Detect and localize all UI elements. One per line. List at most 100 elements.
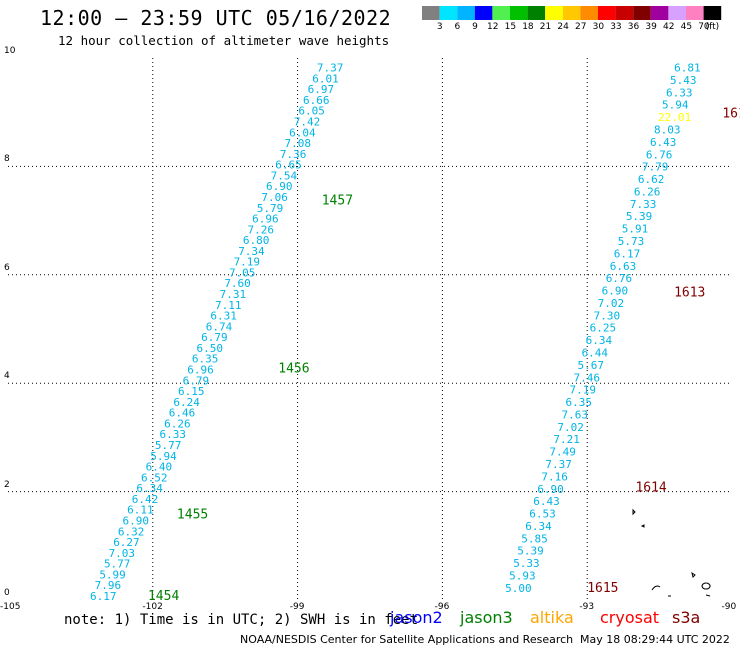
color-bar-label: 27 xyxy=(575,22,587,32)
wave-height-label: 6.62 xyxy=(638,173,665,186)
y-tick-label: 6 xyxy=(4,262,10,273)
wave-height-label: 5.77 xyxy=(104,558,131,571)
x-tick-label: -99 xyxy=(289,602,305,612)
wave-height-label: 7.36 xyxy=(280,148,307,161)
color-bar-label: 6 xyxy=(454,22,461,32)
wave-height-label: 7.08 xyxy=(284,137,311,150)
wave-height-label: 6.24 xyxy=(173,396,200,409)
wave-height-label: 6.97 xyxy=(308,83,335,96)
wave-height-label: 7.11 xyxy=(215,299,242,312)
color-bar-swatch xyxy=(650,6,669,20)
satellite-legend-s3a: s3a xyxy=(672,608,701,627)
color-bar-label: 70 xyxy=(698,22,710,32)
y-tick-label: 2 xyxy=(4,479,10,490)
wave-height-label: 6.50 xyxy=(197,342,224,355)
color-bar-swatch xyxy=(545,6,563,20)
wave-height-label: 7.46 xyxy=(574,371,601,384)
wave-height-label: 7.42 xyxy=(294,115,321,128)
x-tick-label: -102 xyxy=(142,602,163,612)
wave-height-label: 6.33 xyxy=(666,86,693,99)
wave-height-label: 7.63 xyxy=(561,408,588,421)
wave-height-label: 6.63 xyxy=(610,260,637,273)
wave-height-label: 7.49 xyxy=(549,446,576,459)
color-bar-swatch xyxy=(527,6,546,20)
wave-height-label: 7.31 xyxy=(220,288,247,301)
wave-height-label: 7.37 xyxy=(545,458,572,471)
wave-height-label: 7.03 xyxy=(109,547,136,560)
color-bar-swatch xyxy=(633,6,651,20)
wave-height-label: 6.34 xyxy=(586,334,613,347)
wave-height-label: 6.32 xyxy=(118,525,145,538)
wave-height-label: 7.54 xyxy=(271,169,298,182)
color-bar-swatch xyxy=(422,6,440,20)
wave-height-label: 6.42 xyxy=(132,493,159,506)
satellite-legend-jason3: jason3 xyxy=(460,608,513,627)
wave-height-label: 6.80 xyxy=(243,234,269,247)
wave-height-label: 6.11 xyxy=(127,504,153,517)
wave-height-label: 7.30 xyxy=(594,309,621,322)
color-bar-swatch xyxy=(510,6,528,20)
wave-height-label: 6.90 xyxy=(122,515,149,528)
wave-height-label: 7.33 xyxy=(630,198,657,211)
wave-height-label: 6.79 xyxy=(201,331,228,344)
wave-height-label: 5.73 xyxy=(618,235,645,248)
island-outline xyxy=(705,594,711,597)
color-bar-label: 42 xyxy=(663,22,675,32)
wave-height-label: 7.05 xyxy=(229,266,256,279)
wave-height-label: 6.90 xyxy=(266,180,293,193)
color-bar-unit: (ft) xyxy=(705,22,720,32)
pass-time-label: 1457 xyxy=(322,193,353,208)
color-bar-label: 24 xyxy=(557,22,569,32)
pass-time-label: 1454 xyxy=(148,589,179,604)
color-bar-label: 21 xyxy=(539,22,552,32)
wave-height-label: 7.06 xyxy=(261,191,288,204)
wave-height-label: 6.81 xyxy=(674,62,701,75)
wave-height-label: 8.03 xyxy=(654,123,681,136)
wave-height-label: 5.93 xyxy=(509,569,536,582)
wave-height-label: 5.39 xyxy=(517,545,544,558)
wave-height-label: 6.96 xyxy=(187,364,214,377)
wave-height-label: 5.85 xyxy=(521,532,548,545)
color-bar-swatch xyxy=(668,6,686,20)
wave-height-label: 6.43 xyxy=(650,136,677,149)
wave-height-label: 6.74 xyxy=(206,320,233,333)
credit-text: NOAA/NESDIS Center for Satellite Applica… xyxy=(240,633,574,646)
wave-height-label: 7.34 xyxy=(238,245,265,258)
wave-height-label: 5.94 xyxy=(662,99,689,112)
pass-time-label: 1456 xyxy=(278,361,309,376)
footer-note: note: 1) Time is in UTC; 2) SWH is in fe… xyxy=(64,612,419,628)
wave-height-label: 6.17 xyxy=(90,590,117,603)
color-bar-label: 33 xyxy=(610,22,622,32)
wave-height-label: 7.60 xyxy=(224,277,251,290)
wave-height-label: 6.04 xyxy=(289,126,316,139)
wave-height-label: 6.01 xyxy=(312,72,339,85)
wave-height-label: 5.33 xyxy=(513,557,540,570)
satellite-legend-altika: altika xyxy=(530,608,574,627)
wave-height-label: 5.67 xyxy=(578,359,605,372)
color-bar-swatch xyxy=(686,6,704,20)
wave-height-label: 6.35 xyxy=(565,396,592,409)
island-outline xyxy=(640,524,645,528)
wave-height-label: 5.43 xyxy=(670,74,697,87)
wave-height-label: 6.17 xyxy=(614,247,641,260)
timestamp-text: May 18 08:29:44 UTC 2022 xyxy=(580,633,730,646)
pass-time-label: 1612 xyxy=(722,107,740,122)
color-bar-swatch xyxy=(703,6,722,20)
wave-height-label: 6.40 xyxy=(146,461,173,474)
wave-height-label: 6.34 xyxy=(525,520,552,533)
wave-height-label: 6.96 xyxy=(252,213,279,226)
wave-height-label: 7.19 xyxy=(234,256,261,269)
wave-height-label: 6.33 xyxy=(159,428,186,441)
x-tick-label: -90 xyxy=(721,602,737,612)
pass-time-label: 1615 xyxy=(587,581,618,596)
color-bar-swatch xyxy=(615,6,634,20)
wave-height-label: 5.91 xyxy=(622,223,649,236)
wave-height-label: 7.02 xyxy=(598,297,625,310)
color-bar-swatch xyxy=(580,6,598,20)
wave-height-label: 7.37 xyxy=(317,62,344,75)
color-bar-swatch xyxy=(474,6,493,20)
island-outline xyxy=(632,508,636,516)
wave-height-label: 6.15 xyxy=(178,385,205,398)
